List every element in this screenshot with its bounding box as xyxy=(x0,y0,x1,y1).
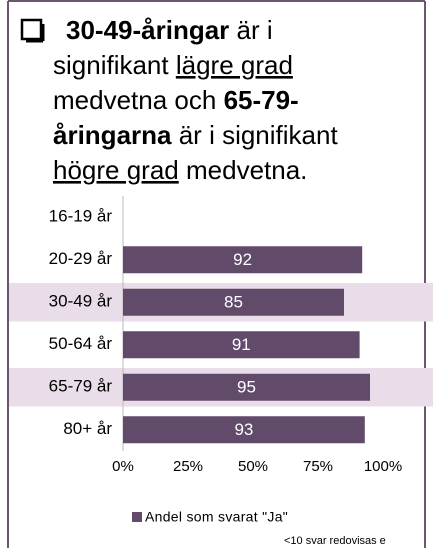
title-segment: är i xyxy=(229,15,272,45)
y-tick-label: 50-64 år xyxy=(49,334,113,353)
title-segment: medvetna. xyxy=(179,155,308,185)
title-segment: medvetna och xyxy=(53,85,224,115)
legend-label: Andel som svarat "Ja" xyxy=(145,509,288,525)
footnote: <10 svar redovisas e xyxy=(284,535,386,547)
bar xyxy=(123,416,365,444)
bar xyxy=(123,288,344,316)
y-tick-label: 80+ år xyxy=(63,419,112,438)
x-tick-label: 75% xyxy=(303,458,333,475)
title-line: högre grad medvetna. xyxy=(53,155,307,185)
title-segment: är i signifikant xyxy=(172,120,339,150)
value-label: 95 xyxy=(237,378,256,397)
x-tick-label: 0% xyxy=(112,458,134,475)
y-tick-label: 30-49 år xyxy=(49,292,113,311)
title-segment: åringarna xyxy=(53,120,172,150)
title-line: åringarna är i signifikant xyxy=(53,120,338,150)
value-label: 93 xyxy=(234,420,253,439)
y-tick-label: 20-29 år xyxy=(49,249,113,268)
bar xyxy=(123,373,370,401)
title-line: medvetna och 65-79- xyxy=(53,85,299,115)
checkbox-icon xyxy=(20,18,43,41)
title-line: signifikant lägre grad xyxy=(53,50,293,80)
title-segment: 65-79- xyxy=(224,85,299,115)
y-tick-label: 16-19 år xyxy=(49,207,113,226)
title-segment: 30-49-åringar xyxy=(66,15,229,45)
x-tick-label: 50% xyxy=(238,458,268,475)
title-segment: signifikant xyxy=(53,50,176,80)
value-label: 92 xyxy=(233,250,252,269)
legend-swatch xyxy=(132,512,142,522)
value-label: 91 xyxy=(232,335,251,354)
x-tick-label: 100% xyxy=(364,458,402,475)
y-tick-label: 65-79 år xyxy=(49,377,113,396)
bar xyxy=(123,246,363,274)
bar xyxy=(123,331,360,359)
value-label: 85 xyxy=(224,293,243,312)
title-segment: högre grad xyxy=(53,155,179,185)
x-tick-label: 25% xyxy=(173,458,203,475)
title-line: 30-49-åringar är i xyxy=(66,15,273,45)
title-segment: lägre grad xyxy=(176,50,293,80)
